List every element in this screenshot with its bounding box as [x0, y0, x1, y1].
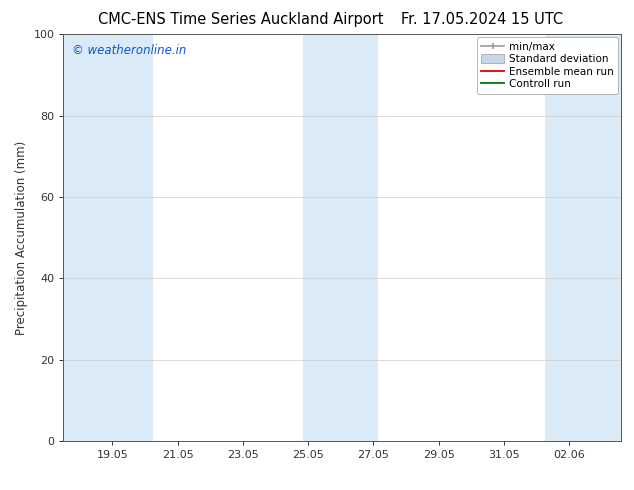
Y-axis label: Precipitation Accumulation (mm): Precipitation Accumulation (mm)	[15, 141, 28, 335]
Bar	[545, 34, 621, 441]
Bar	[303, 34, 378, 441]
Text: Fr. 17.05.2024 15 UTC: Fr. 17.05.2024 15 UTC	[401, 12, 563, 27]
Text: CMC-ENS Time Series Auckland Airport: CMC-ENS Time Series Auckland Airport	[98, 12, 384, 27]
Text: © weatheronline.in: © weatheronline.in	[72, 45, 186, 57]
Bar	[63, 34, 153, 441]
Legend: min/max, Standard deviation, Ensemble mean run, Controll run: min/max, Standard deviation, Ensemble me…	[477, 37, 618, 94]
